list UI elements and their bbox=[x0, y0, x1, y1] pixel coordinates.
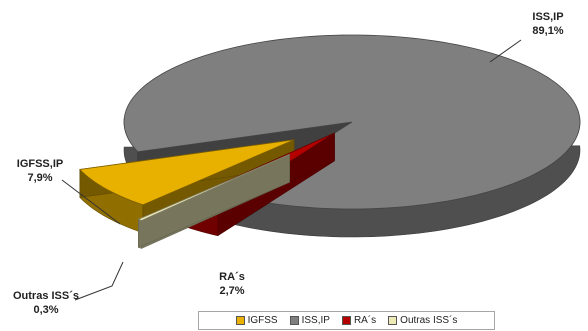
leader-line-iss-ip bbox=[489, 39, 522, 63]
legend-label-igfss: IGFSS bbox=[247, 315, 278, 326]
legend-swatch-outras bbox=[388, 316, 398, 325]
legend-swatch-iss-ip bbox=[289, 316, 299, 325]
legend-swatch-ras bbox=[341, 316, 351, 325]
data-label-iss-ip: ISS,IP 89,1% bbox=[532, 11, 564, 37]
leader-line-igfss bbox=[61, 179, 121, 225]
legend-label-ras: RA´s bbox=[353, 315, 377, 326]
legend-label-outras: Outras ISS´s bbox=[400, 315, 458, 326]
legend-item-ras: RA´s bbox=[341, 315, 377, 326]
legend-label-iss-ip: ISS,IP bbox=[301, 315, 330, 326]
legend: IGFSS ISS,IP RA´s Outras ISS´s bbox=[198, 311, 495, 330]
legend-swatch-igfss bbox=[235, 316, 245, 325]
leader-line-outras bbox=[74, 261, 124, 301]
pie-slice-igfss bbox=[79, 139, 295, 206]
data-label-ras: RA´s 2,7% bbox=[219, 271, 245, 297]
legend-item-outras: Outras ISS´s bbox=[388, 315, 457, 326]
pie-slice-iss-ip bbox=[123, 34, 581, 210]
legend-item-igfss: IGFSS bbox=[235, 315, 278, 326]
pie-slice-outras bbox=[137, 153, 290, 221]
data-label-outras: Outras ISS´s 0,3% bbox=[12, 290, 80, 316]
legend-item-iss-ip: ISS,IP bbox=[289, 315, 330, 326]
data-label-igfss: IGFSS,IP 7,9% bbox=[16, 158, 64, 184]
